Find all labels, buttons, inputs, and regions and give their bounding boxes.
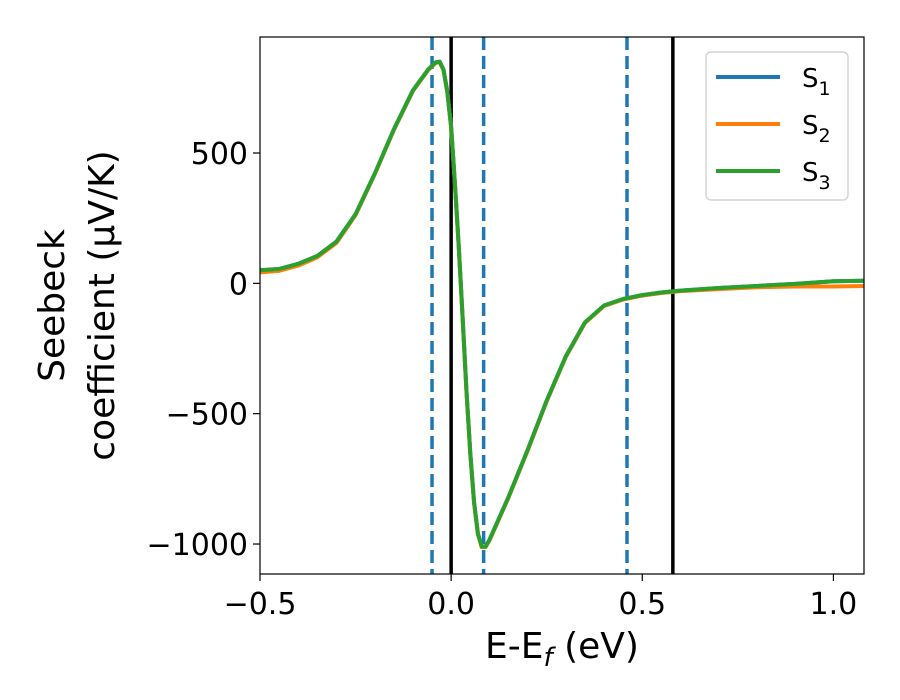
legend-label-s2: S2 [802, 111, 831, 147]
legend-label-s1: S1 [802, 64, 831, 100]
y-tick-label: 0 [229, 267, 248, 302]
x-tick-label: 0.0 [427, 587, 475, 622]
y-axis-label-line2: coefficient (μV/K) [82, 150, 123, 460]
legend: S1 S2 S3 [705, 51, 849, 201]
x-tick-label: 0.5 [618, 587, 666, 622]
y-axis-label-line1: Seebeck [32, 229, 73, 382]
plot-frame [259, 36, 865, 575]
y-tick-label: −1000 [147, 528, 248, 563]
y-tick-label: −500 [166, 398, 248, 433]
series-line-s3 [260, 59, 864, 549]
x-axis-label: E-Ef (eV) [485, 626, 639, 673]
legend-label-s3: S3 [802, 158, 831, 194]
y-axis-label: Seebeck coefficient (μV/K) [32, 150, 123, 460]
x-tick-label: −0.5 [224, 587, 297, 622]
y-tick-label: 500 [191, 137, 248, 172]
plot-area [260, 37, 864, 574]
x-tick-label: 1.0 [810, 587, 858, 622]
